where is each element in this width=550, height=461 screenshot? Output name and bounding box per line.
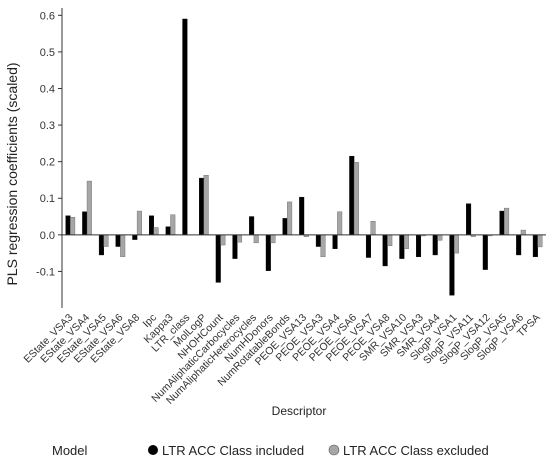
bar-included (165, 226, 171, 236)
y-tick-label: 0.4 (40, 83, 55, 95)
legend-marker-excluded (328, 444, 340, 456)
bar-included (332, 234, 338, 249)
bar-excluded (86, 180, 92, 236)
bar-included (65, 215, 71, 236)
bar-excluded (537, 234, 543, 248)
bar-included (432, 234, 438, 256)
bar-included (182, 18, 188, 236)
y-axis: -0.1 0.0 0.1 0.2 0.3 0.4 0.5 0.6 (36, 8, 63, 308)
bar-included (349, 155, 355, 236)
bar-included (499, 210, 505, 236)
legend-label-excluded: LTR ACC Class excluded (343, 443, 489, 458)
legend-title: Model (52, 443, 88, 458)
legend-marker-included (148, 445, 158, 455)
y-tick-label: 0.1 (40, 193, 55, 205)
bar-excluded (237, 234, 243, 243)
bar-included (199, 177, 205, 236)
y-axis-title: PLS regression coefficients (scaled) (4, 62, 20, 285)
bar-included (482, 234, 488, 270)
bar-included (416, 234, 422, 257)
bar-excluded (253, 234, 259, 244)
legend: Model LTR ACC Class included LTR ACC Cla… (52, 443, 489, 458)
bar-excluded (353, 162, 359, 236)
bar-excluded (370, 221, 376, 236)
bar-included (532, 234, 538, 257)
bar-excluded (270, 234, 276, 244)
bar-excluded (170, 214, 176, 236)
bar-excluded (320, 234, 326, 257)
bar-excluded (403, 234, 409, 249)
bar-excluded (220, 234, 226, 246)
bar-included (98, 234, 104, 256)
bar-included (466, 203, 472, 236)
bar-excluded (103, 234, 109, 247)
bar-included (516, 234, 522, 256)
bar-included (215, 234, 221, 283)
y-tick-label: 0.3 (40, 120, 55, 132)
y-tick-label: 0.2 (40, 157, 55, 169)
y-tick-label: 0.6 (40, 10, 55, 22)
bar-included (449, 234, 455, 296)
bar-excluded (337, 211, 343, 236)
plot-area (65, 18, 543, 296)
bar-excluded (454, 234, 460, 254)
bar-included (148, 215, 154, 236)
bar-excluded (136, 210, 142, 236)
bar-included (399, 234, 405, 259)
bar-excluded (70, 217, 76, 236)
x-axis-title: Descriptor (272, 404, 327, 418)
bar-included (132, 234, 138, 240)
bar-excluded (387, 234, 393, 247)
bar-excluded (153, 227, 159, 236)
bar-included (115, 234, 121, 247)
bar-included (282, 218, 288, 236)
bar-excluded (504, 207, 510, 236)
legend-label-included: LTR ACC Class included (162, 443, 304, 458)
bar-included (365, 234, 371, 258)
bar-included (315, 234, 321, 247)
bar-excluded (287, 201, 293, 236)
bar-excluded (437, 234, 443, 241)
bar-included (299, 196, 305, 236)
bar-excluded (120, 234, 126, 257)
y-tick-label: 0.0 (40, 230, 55, 242)
y-tick-label: -0.1 (36, 266, 55, 278)
bar-included (82, 211, 88, 236)
y-tick-label: 0.5 (40, 47, 55, 59)
x-axis: EState_VSA3EState_VSA4EState_VSA5EState_… (22, 234, 546, 407)
bar-excluded (203, 174, 209, 236)
bar-included (382, 234, 388, 267)
bar-included (232, 234, 238, 259)
bar-included (249, 216, 255, 236)
bar-excluded (520, 229, 526, 236)
bar-included (265, 234, 271, 271)
